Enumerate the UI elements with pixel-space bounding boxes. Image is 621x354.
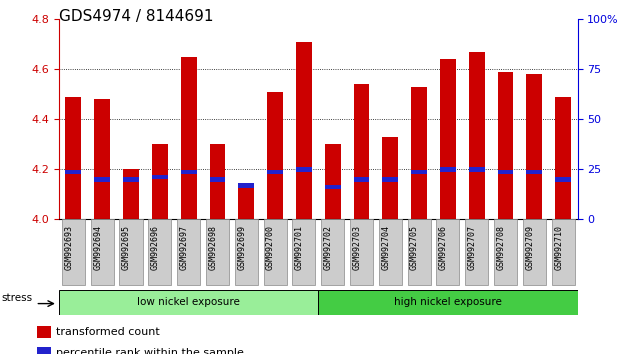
Bar [209,144,225,219]
Text: GSM992698: GSM992698 [209,225,217,270]
Text: GSM992709: GSM992709 [525,225,534,270]
Bar [267,92,283,219]
Bar [523,219,546,285]
Bar [350,219,373,285]
Bar [379,219,402,285]
Bar [411,170,427,174]
Text: GSM992701: GSM992701 [295,225,304,270]
Bar [94,99,110,219]
Bar [440,59,456,219]
Text: GSM992696: GSM992696 [151,225,160,270]
Text: GSM992695: GSM992695 [122,225,131,270]
Bar [383,137,398,219]
Text: GSM992697: GSM992697 [179,225,189,270]
Bar [238,183,254,188]
Bar [59,290,318,315]
Text: GSM992699: GSM992699 [237,225,247,270]
Bar [263,219,286,285]
Bar [527,170,542,174]
Bar [292,219,315,285]
Bar [321,219,344,285]
Bar [465,219,488,285]
Bar [440,167,456,172]
Bar [152,175,168,179]
Text: GSM992694: GSM992694 [93,225,102,270]
Text: GSM992703: GSM992703 [353,225,361,270]
Text: GSM992707: GSM992707 [468,225,477,270]
Bar [181,57,197,219]
Text: GSM992708: GSM992708 [497,225,505,270]
Text: GSM992705: GSM992705 [410,225,419,270]
Bar [94,177,110,182]
Bar [411,87,427,219]
Bar [209,177,225,182]
Bar [497,170,514,174]
Bar [65,170,81,174]
Text: GSM992693: GSM992693 [65,225,73,270]
Text: GSM992710: GSM992710 [554,225,563,270]
Text: high nickel exposure: high nickel exposure [394,297,502,307]
Bar [152,144,168,219]
Bar [353,85,369,219]
Bar [497,72,514,219]
Text: percentile rank within the sample: percentile rank within the sample [57,348,244,354]
Bar [181,170,197,174]
Bar [551,219,574,285]
Bar [555,177,571,182]
Bar [177,219,200,285]
Bar [527,74,542,219]
Bar [235,219,258,285]
Text: low nickel exposure: low nickel exposure [137,297,240,307]
Bar [62,219,85,285]
Text: GSM992700: GSM992700 [266,225,275,270]
Bar [123,170,139,219]
Text: stress: stress [1,293,32,303]
Bar [555,97,571,219]
Bar [148,219,171,285]
Bar [325,144,340,219]
Bar [469,167,484,172]
Text: GSM992702: GSM992702 [324,225,333,270]
Bar [325,185,340,189]
Bar [65,97,81,219]
Text: GSM992706: GSM992706 [439,225,448,270]
Bar [296,167,312,172]
Bar [383,177,398,182]
Bar [469,52,484,219]
Bar [119,219,143,285]
Bar [296,42,312,219]
Bar [353,177,369,182]
Bar [91,219,114,285]
Bar [318,290,578,315]
Bar [37,326,51,338]
Text: GDS4974 / 8144691: GDS4974 / 8144691 [59,9,214,24]
Bar [123,177,139,182]
Text: transformed count: transformed count [57,327,160,337]
Bar [494,219,517,285]
Text: GSM992704: GSM992704 [381,225,390,270]
Bar [206,219,229,285]
Bar [267,170,283,174]
Bar [437,219,460,285]
Bar [407,219,430,285]
Bar [238,184,254,219]
Bar [37,347,51,354]
